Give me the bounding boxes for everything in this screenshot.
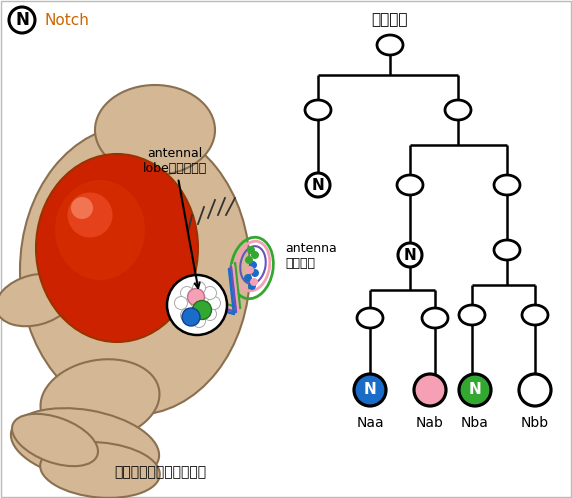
Circle shape — [245, 256, 253, 264]
Ellipse shape — [422, 308, 448, 328]
Circle shape — [181, 286, 193, 299]
Ellipse shape — [95, 85, 215, 175]
Circle shape — [354, 374, 386, 406]
Circle shape — [244, 274, 252, 282]
Text: ショウジョウバエの頭部: ショウジョウバエの頭部 — [114, 465, 206, 479]
Text: Notch: Notch — [45, 12, 90, 27]
Circle shape — [193, 315, 205, 328]
Circle shape — [182, 308, 200, 326]
Text: antenna
（触角）: antenna （触角） — [285, 242, 337, 270]
Circle shape — [414, 374, 446, 406]
Text: N: N — [312, 177, 324, 193]
Circle shape — [9, 7, 35, 33]
Circle shape — [398, 243, 422, 267]
Circle shape — [519, 374, 551, 406]
Circle shape — [167, 275, 227, 335]
Ellipse shape — [459, 305, 485, 325]
Ellipse shape — [357, 308, 383, 328]
Ellipse shape — [305, 100, 331, 120]
Circle shape — [249, 261, 257, 269]
Text: Naa: Naa — [356, 416, 384, 430]
Circle shape — [204, 307, 216, 321]
Ellipse shape — [0, 274, 74, 326]
Text: N: N — [15, 11, 29, 29]
Ellipse shape — [12, 414, 98, 466]
Circle shape — [250, 278, 258, 286]
Circle shape — [190, 295, 204, 308]
Circle shape — [306, 173, 330, 197]
Circle shape — [193, 281, 205, 294]
Circle shape — [188, 288, 205, 305]
Text: N: N — [404, 248, 416, 262]
Circle shape — [208, 296, 220, 309]
Ellipse shape — [377, 35, 403, 55]
Circle shape — [251, 251, 259, 259]
Ellipse shape — [20, 125, 250, 415]
Ellipse shape — [55, 180, 145, 280]
Circle shape — [193, 300, 212, 320]
Circle shape — [248, 282, 256, 290]
Ellipse shape — [445, 100, 471, 120]
Ellipse shape — [67, 193, 113, 238]
Ellipse shape — [40, 442, 160, 498]
Ellipse shape — [71, 197, 93, 219]
Text: Nab: Nab — [416, 416, 444, 430]
Circle shape — [174, 296, 188, 309]
Circle shape — [246, 266, 254, 274]
Circle shape — [251, 269, 259, 277]
Text: N: N — [364, 382, 376, 397]
Text: antennal
lobe（触角葉）: antennal lobe（触角葉） — [143, 147, 207, 288]
Ellipse shape — [397, 175, 423, 195]
Circle shape — [459, 374, 491, 406]
Ellipse shape — [11, 408, 159, 482]
Text: N: N — [468, 382, 482, 397]
Ellipse shape — [494, 240, 520, 260]
Text: Nbb: Nbb — [521, 416, 549, 430]
Ellipse shape — [494, 175, 520, 195]
Text: 前駆細胞: 前駆細胞 — [372, 12, 408, 27]
Text: Nba: Nba — [461, 416, 489, 430]
Circle shape — [181, 308, 193, 322]
Ellipse shape — [522, 305, 548, 325]
Ellipse shape — [41, 359, 160, 441]
Circle shape — [204, 286, 216, 299]
Ellipse shape — [36, 154, 198, 342]
Circle shape — [247, 246, 255, 254]
